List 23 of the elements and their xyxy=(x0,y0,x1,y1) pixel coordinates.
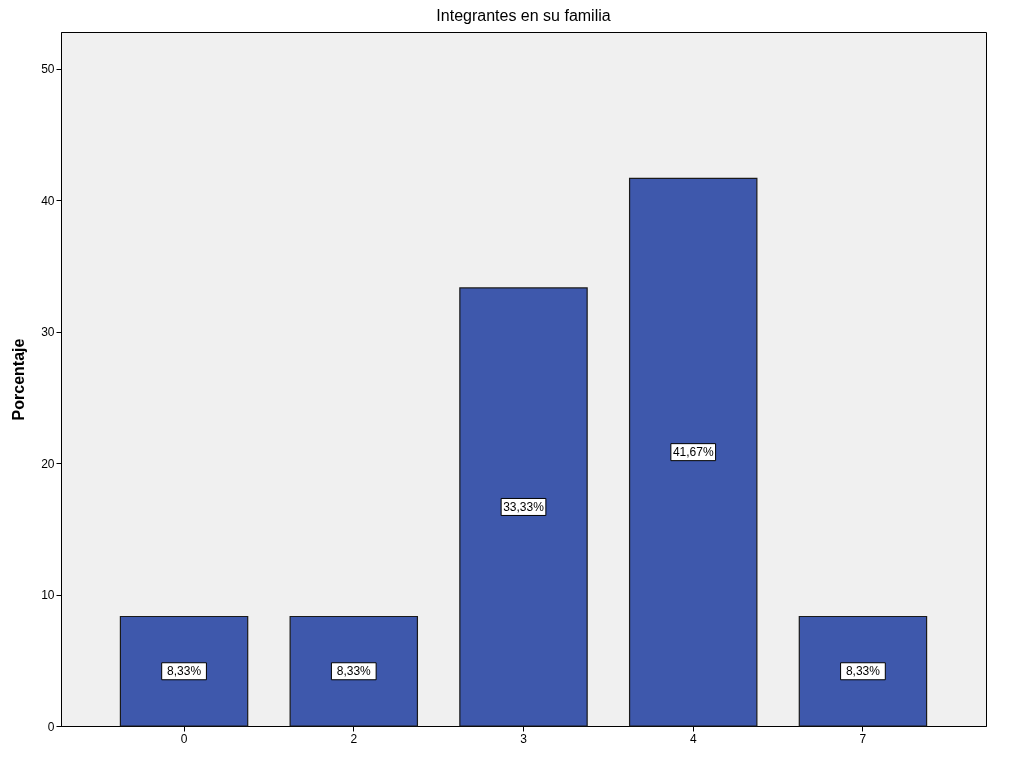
data-label: 8,33% xyxy=(336,664,372,679)
y-tick-label: 10 xyxy=(41,588,55,603)
y-axis-title: Porcentaje xyxy=(10,338,28,421)
y-tick-label: 0 xyxy=(47,719,55,734)
data-label: 41,67% xyxy=(672,445,714,460)
y-tick-label: 20 xyxy=(41,456,55,471)
data-label: 8,33% xyxy=(167,664,202,679)
x-tick-label: 0 xyxy=(180,731,188,746)
bar xyxy=(119,615,249,727)
y-tick-label: 40 xyxy=(41,193,55,208)
y-tick-label: 50 xyxy=(41,62,55,77)
bar xyxy=(289,615,419,727)
bar xyxy=(459,287,588,727)
x-tick-label: 4 xyxy=(689,731,697,746)
x-tick-label: 2 xyxy=(350,731,358,746)
data-label: 33,33% xyxy=(503,499,545,514)
bar xyxy=(798,615,928,727)
y-tick-label: 30 xyxy=(41,325,55,340)
x-tick-label: 3 xyxy=(520,731,528,746)
chart-title: Integrantes en su familia xyxy=(436,7,611,24)
data-label: 8,33% xyxy=(845,664,881,679)
x-tick-label: 7 xyxy=(859,731,867,746)
bar xyxy=(628,177,758,727)
